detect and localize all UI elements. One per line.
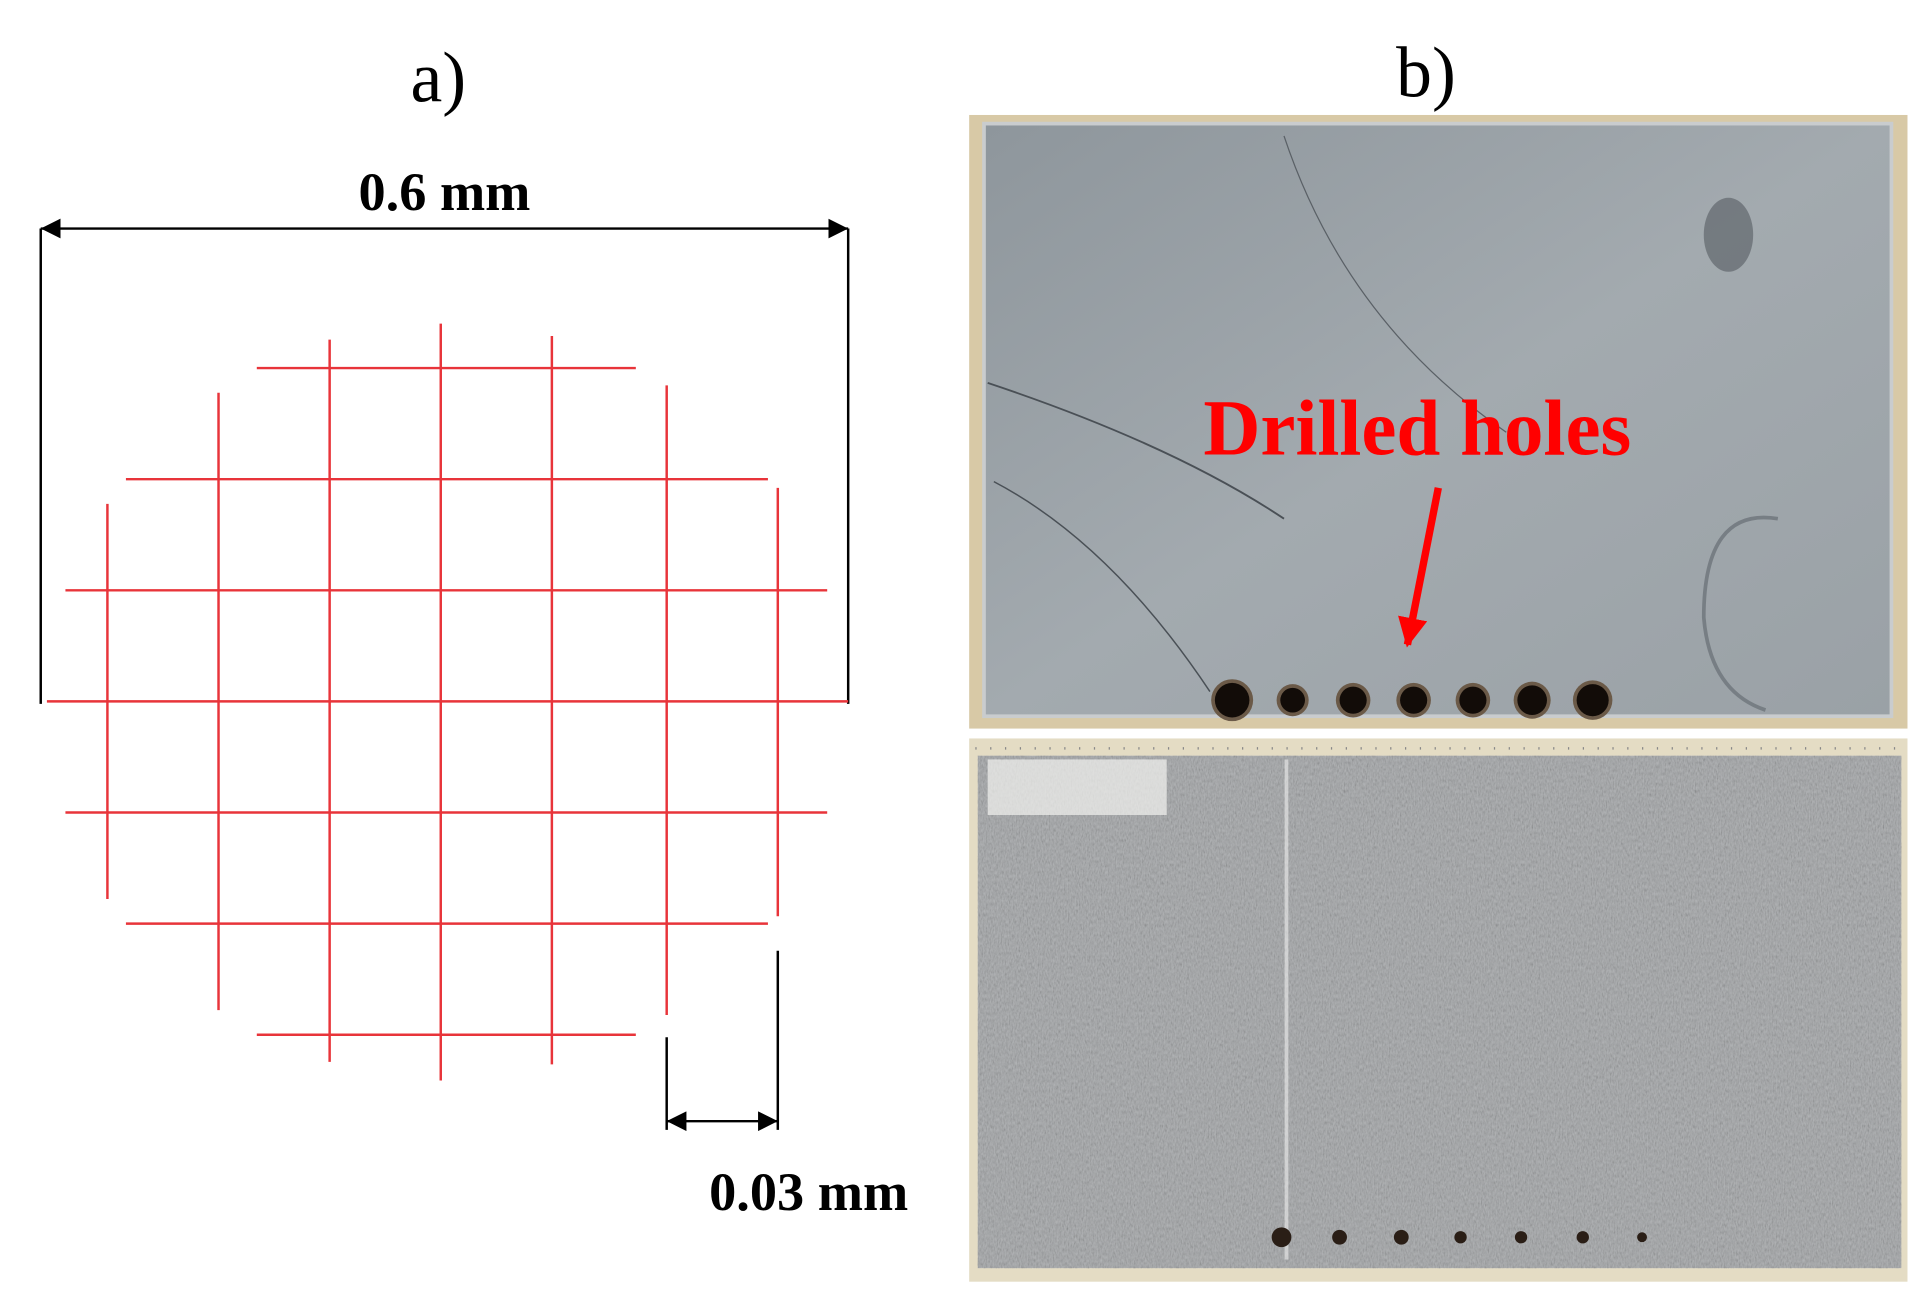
panel-a: a) 0.6 mm 0.03 mm xyxy=(39,38,908,1222)
hole xyxy=(1514,1231,1528,1244)
hole xyxy=(1459,686,1487,714)
hole xyxy=(1280,687,1305,713)
hole xyxy=(1271,1227,1292,1248)
hole xyxy=(1214,682,1250,718)
hole xyxy=(1576,684,1609,717)
scan-grid xyxy=(46,323,849,1081)
stain xyxy=(1703,197,1754,272)
hole xyxy=(1400,686,1428,714)
scratch xyxy=(993,480,1211,692)
scratch xyxy=(1283,135,1507,433)
scratch xyxy=(987,382,1285,520)
hole xyxy=(1393,1229,1409,1245)
glare xyxy=(987,759,1167,815)
panel-label: a) xyxy=(410,38,466,117)
width-label: 0.6 mm xyxy=(358,162,530,222)
hole xyxy=(1637,1232,1647,1243)
hole xyxy=(1517,685,1547,715)
holes xyxy=(1271,1227,1647,1248)
holes xyxy=(1211,679,1613,722)
spacing-label: 0.03 mm xyxy=(709,1162,908,1222)
hole xyxy=(1576,1231,1589,1244)
panel-b: b) Drilled holes xyxy=(969,33,1908,1282)
hole xyxy=(1339,686,1367,714)
stain xyxy=(1701,515,1779,712)
hole xyxy=(1332,1229,1347,1245)
annotation: Drilled holes xyxy=(1203,385,1631,472)
panel-label: b) xyxy=(1396,33,1456,112)
annotation-arrow xyxy=(1398,487,1442,648)
hole xyxy=(1454,1231,1467,1244)
plate-side-view xyxy=(977,755,1902,1269)
